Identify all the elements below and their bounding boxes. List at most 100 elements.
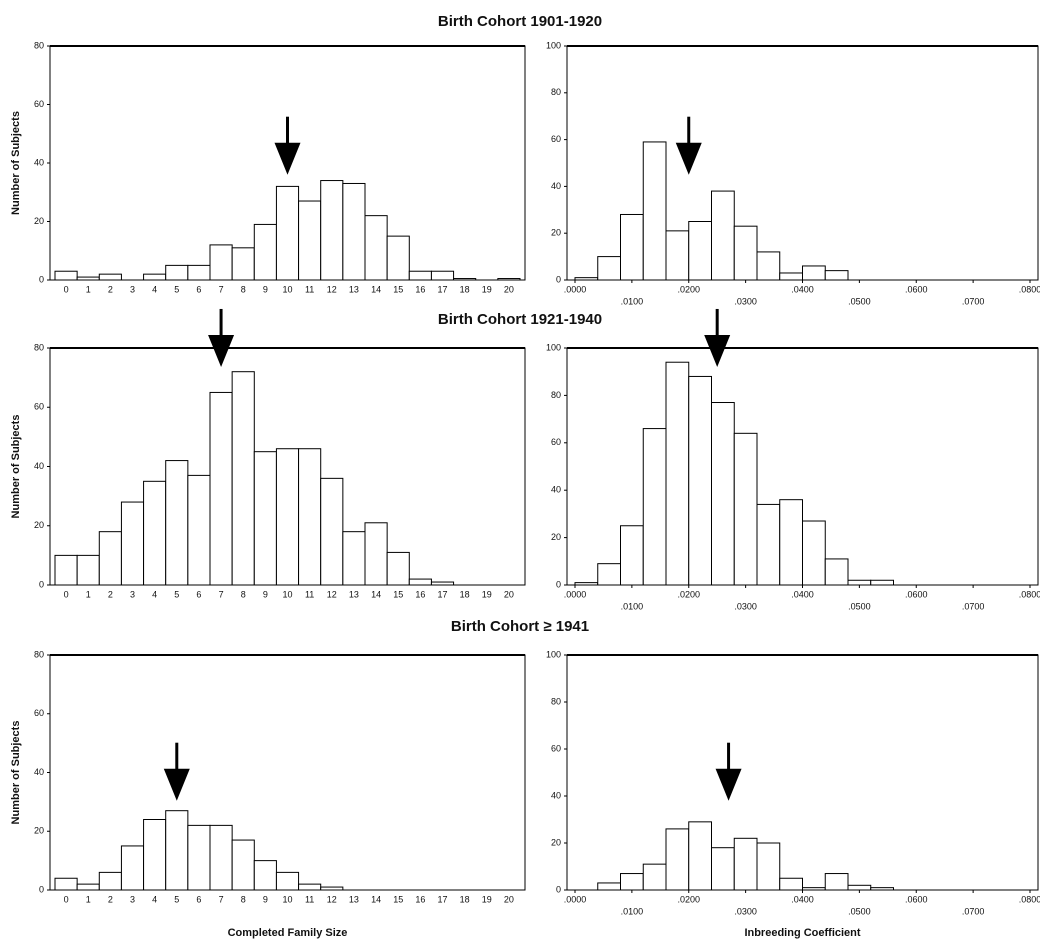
y-tick-label: 60 [34, 402, 44, 412]
y-tick-label: 60 [34, 99, 44, 109]
x-tick-label: 11 [305, 284, 314, 294]
x-tick-label: 7 [219, 894, 224, 904]
y-tick-label: 80 [551, 87, 561, 97]
x-tick-label: 20 [504, 284, 514, 294]
bar [342, 531, 366, 586]
x-tick-label: 9 [263, 589, 268, 599]
bar [733, 837, 758, 891]
bar [364, 522, 388, 586]
bar [120, 845, 145, 891]
bar [642, 428, 667, 586]
bar [408, 578, 432, 586]
bar [320, 180, 344, 281]
x-tick-label: .0600 [905, 589, 928, 599]
y-axis-label: Number of Subjects [10, 721, 22, 825]
x-tick-label: 16 [415, 589, 425, 599]
x-tick-label: 8 [241, 589, 246, 599]
x-tick-label: .0200 [677, 589, 700, 599]
x-tick-label: 15 [393, 284, 403, 294]
x-tick-label: 12 [327, 894, 337, 904]
bar [870, 887, 894, 891]
bar [275, 185, 300, 281]
y-tick-label: 100 [546, 40, 561, 50]
bar [298, 200, 322, 281]
y-axis-label: Number of Subjects [10, 111, 22, 215]
bar [665, 828, 690, 891]
x-tick-label: 19 [482, 284, 492, 294]
bar [275, 448, 300, 586]
bar [430, 270, 455, 281]
bar [76, 554, 100, 586]
bar [98, 273, 122, 281]
x-tick-label: 5 [174, 284, 179, 294]
x-tick-label: 17 [437, 284, 447, 294]
plot-frame [566, 654, 1039, 891]
bar [665, 361, 690, 586]
bar [756, 842, 781, 891]
x-tick-label: 20 [504, 894, 514, 904]
bar [120, 501, 145, 586]
y-tick-label: 20 [551, 228, 561, 238]
bar [733, 432, 758, 586]
x-tick-label: 12 [327, 589, 337, 599]
x-tick-label: 5 [174, 589, 179, 599]
x-tick-label: 0 [64, 284, 69, 294]
y-tick-label: 0 [556, 884, 561, 894]
x-tick-label: 8 [241, 894, 246, 904]
x-tick-label: 18 [460, 894, 470, 904]
bar [408, 270, 432, 281]
bar [231, 247, 255, 281]
y-tick-label: 80 [34, 649, 44, 659]
bar [620, 873, 644, 891]
y-tick-label: 60 [34, 708, 44, 718]
x-tick-label: 16 [415, 894, 425, 904]
bar [165, 264, 189, 281]
arrow-head [715, 768, 742, 801]
bar [847, 884, 872, 891]
x-tick-label: 16 [415, 284, 425, 294]
bar [298, 883, 322, 891]
bar [597, 256, 621, 281]
x-tick-label: .0400 [791, 284, 814, 294]
x-tick-label: 0 [64, 589, 69, 599]
bar [688, 375, 712, 586]
x-tick-label: 5 [174, 894, 179, 904]
y-tick-label: 40 [551, 181, 561, 191]
bar [824, 558, 849, 586]
bar [231, 371, 255, 586]
x-tick-label: .0200 [677, 284, 700, 294]
x-axis-label: Inbreeding Coefficient [744, 927, 860, 939]
x-tick-label: 19 [482, 894, 492, 904]
x-tick-label: 9 [263, 894, 268, 904]
y-tick-label: 20 [34, 826, 44, 836]
x-tick-label: .0500 [848, 601, 871, 611]
bar [430, 581, 455, 586]
section-title: Birth Cohort 1921-1940 [438, 311, 602, 328]
bar [574, 582, 599, 586]
bar [802, 887, 826, 891]
y-tick-label: 40 [34, 461, 44, 471]
x-tick-label: 18 [460, 589, 470, 599]
y-tick-label: 0 [556, 579, 561, 589]
bar [688, 821, 712, 891]
x-tick-label: 18 [460, 284, 470, 294]
bar [209, 244, 233, 281]
x-tick-label: 4 [152, 284, 157, 294]
x-tick-label: 6 [196, 589, 201, 599]
x-tick-label: .0000 [564, 284, 587, 294]
bar [847, 579, 872, 586]
x-tick-label: .0700 [962, 906, 985, 916]
x-tick-label: .0300 [734, 296, 757, 306]
bar [253, 860, 277, 891]
y-tick-label: 80 [34, 40, 44, 50]
bar [642, 863, 667, 891]
x-tick-label: .0600 [905, 284, 928, 294]
x-tick-label: 3 [130, 894, 135, 904]
bar [574, 277, 599, 281]
x-tick-label: .0800 [1019, 284, 1040, 294]
x-tick-label: 14 [371, 284, 381, 294]
bar [231, 839, 255, 891]
arrow-head [163, 768, 190, 801]
bar [165, 810, 189, 891]
